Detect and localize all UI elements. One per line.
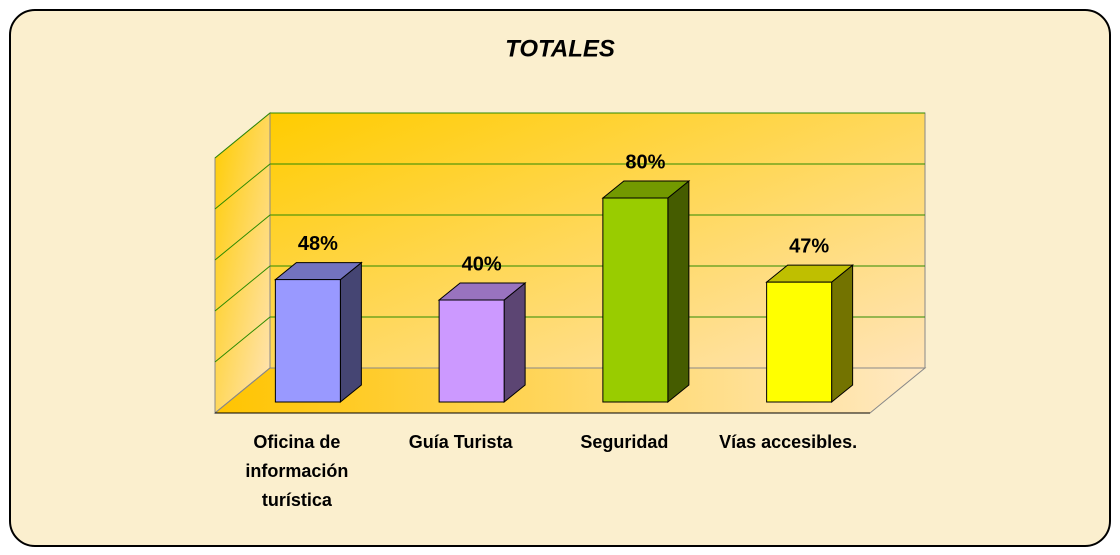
- bar-side: [503, 281, 526, 404]
- grid-line: [214, 214, 925, 261]
- grid-line: [214, 112, 925, 159]
- bars: 48% 40% 80% 47%: [273, 151, 855, 404]
- grid-line: [214, 265, 925, 312]
- bar: [274, 279, 341, 403]
- bar: [766, 281, 833, 403]
- value-label: 48%: [298, 233, 338, 255]
- grid-line: [214, 163, 925, 210]
- bar: [602, 197, 669, 403]
- grid: [214, 112, 925, 414]
- value-label: 47%: [789, 235, 829, 257]
- side-wall: [214, 111, 271, 415]
- x-tick-label: Guía Turista: [408, 432, 513, 452]
- bar-side: [831, 264, 854, 404]
- value-label: 40%: [462, 253, 502, 275]
- bar-side: [339, 261, 362, 404]
- bar-side: [667, 179, 690, 404]
- x-tick-label: Seguridad: [580, 432, 669, 452]
- chart-title: TOTALES: [505, 35, 615, 62]
- bar: [438, 299, 505, 403]
- x-tick-label: Vías accesibles.: [719, 432, 858, 452]
- value-label: 80%: [625, 151, 665, 173]
- grid-line: [214, 367, 925, 414]
- grid-line: [214, 316, 925, 363]
- x-tick-label: Oficina de información turística: [245, 432, 349, 510]
